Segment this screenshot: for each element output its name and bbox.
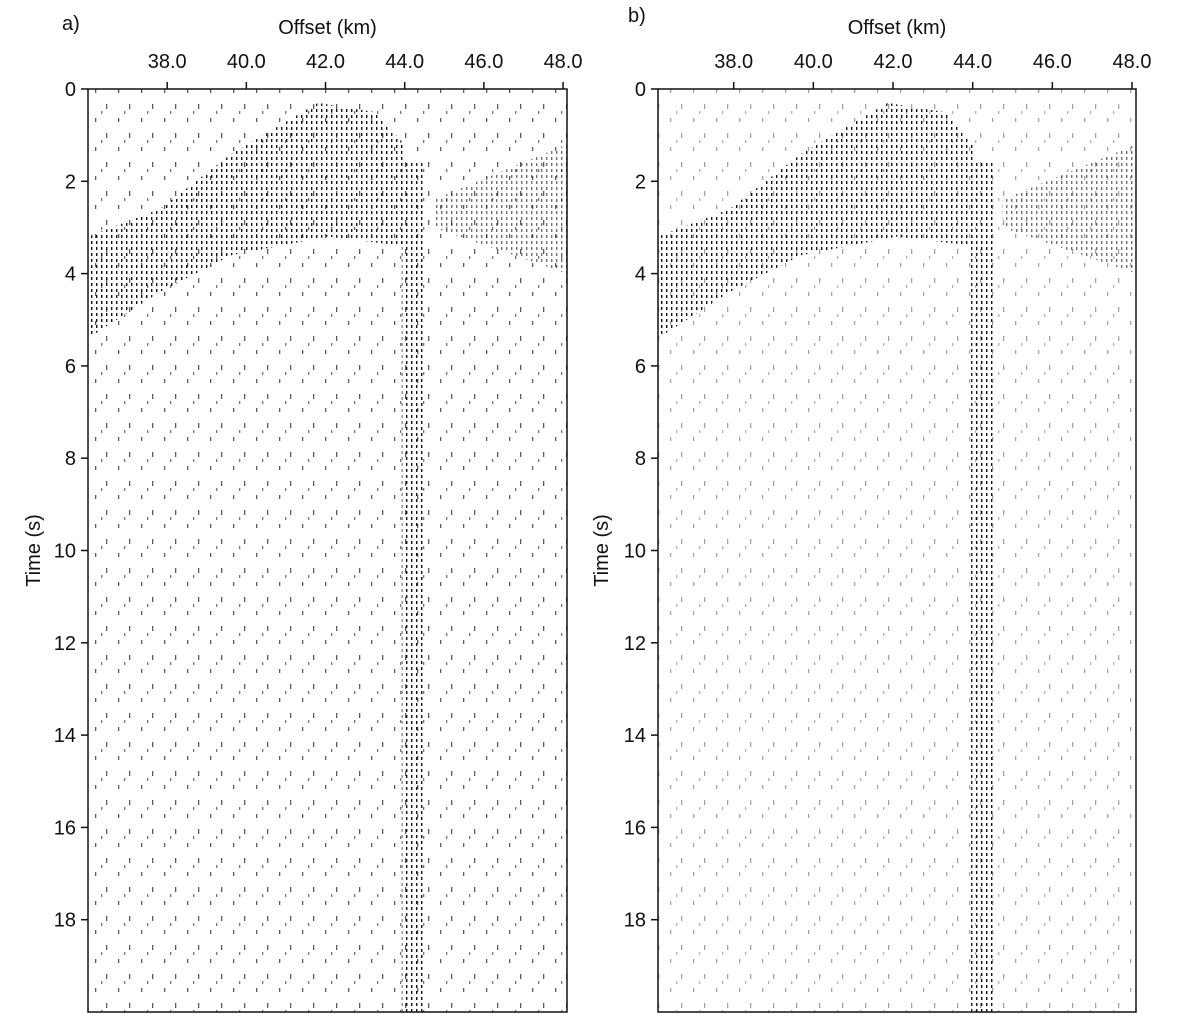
y-axis-label: Time (s): [23, 514, 45, 587]
x-axis-label: Offset (km): [278, 17, 377, 39]
far-offset-texture: [1002, 144, 1136, 274]
x-axis-label: Offset (km): [848, 17, 947, 39]
y-axis-label: Time (s): [591, 514, 613, 587]
strong-trace-texture: [971, 162, 993, 1013]
y-tick-label: 8: [635, 448, 646, 470]
first-arrival-texture: [658, 102, 974, 339]
x-tick-label: 46.0: [1033, 51, 1072, 73]
y-tick-label: 4: [635, 264, 646, 286]
y-tick-label: 14: [624, 725, 646, 747]
y-tick-label: 18: [624, 910, 646, 932]
panel-label: a): [62, 13, 80, 35]
x-tick-label: 46.0: [464, 51, 503, 73]
panel-label: b): [628, 5, 646, 27]
y-tick-label: 18: [54, 910, 76, 932]
x-tick-label: 44.0: [953, 51, 992, 73]
y-tick-label: 12: [54, 633, 76, 655]
y-tick-label: 8: [65, 448, 76, 470]
y-tick-label: 10: [624, 541, 646, 563]
x-tick-label: 48.0: [544, 51, 583, 73]
y-tick-label: 14: [54, 725, 76, 747]
y-tick-label: 2: [635, 171, 646, 193]
far-offset-texture: [432, 144, 567, 274]
strong-trace-texture: [401, 162, 424, 1013]
y-tick-label: 2: [65, 171, 76, 193]
x-tick-label: 40.0: [794, 51, 833, 73]
y-tick-label: 6: [635, 356, 646, 378]
y-tick-label: 0: [65, 79, 76, 101]
x-tick-label: 42.0: [306, 51, 345, 73]
x-tick-label: 38.0: [148, 51, 187, 73]
y-tick-label: 6: [65, 356, 76, 378]
x-tick-label: 40.0: [227, 51, 266, 73]
x-tick-label: 42.0: [874, 51, 913, 73]
y-tick-label: 10: [54, 541, 76, 563]
y-tick-label: 0: [635, 79, 646, 101]
y-tick-label: 4: [65, 264, 76, 286]
y-tick-label: 12: [624, 633, 646, 655]
first-arrival-texture: [88, 102, 405, 339]
x-tick-label: 38.0: [714, 51, 753, 73]
y-tick-label: 16: [624, 817, 646, 839]
x-tick-label: 48.0: [1113, 51, 1152, 73]
y-tick-label: 16: [54, 817, 76, 839]
x-tick-label: 44.0: [385, 51, 424, 73]
